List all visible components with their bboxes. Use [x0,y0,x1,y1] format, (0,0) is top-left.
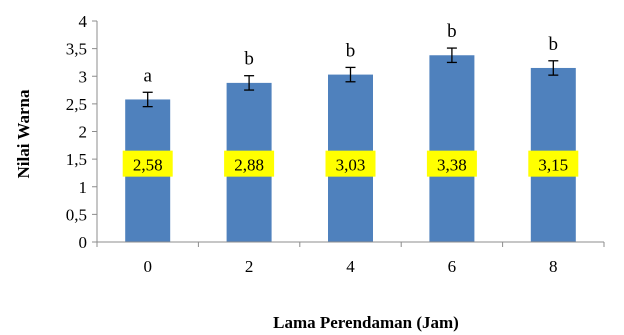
data-label-box [325,150,376,177]
x-tick-label: 4 [346,257,355,276]
significance-letter: b [346,40,356,61]
y-tick-label: 4 [79,12,88,31]
y-tick-label: 2 [79,123,88,142]
data-label-box [122,150,173,177]
data-label: 3,38 [437,156,467,175]
x-tick-label: 2 [245,257,254,276]
significance-letter: b [447,21,457,42]
data-labels: 2,58 2,88 3,03 3,38 3,15 [122,150,579,177]
data-label: 3,03 [336,156,366,175]
significance-letter: a [143,65,152,86]
y-tick-label: 2,5 [66,95,87,114]
y-tick-label: 3 [79,67,88,86]
data-label: 3,15 [538,156,568,175]
y-axis-ticks: 0 0,5 1 1,5 2 2,5 3 3,5 4 [66,12,97,252]
x-tick-label: 0 [143,257,152,276]
x-tick-label: 6 [448,257,457,276]
bar [429,55,475,242]
y-tick-label: 1 [79,178,88,197]
y-tick-label: 0 [79,233,88,252]
x-axis-title: Lama Perendaman (Jam) [273,313,459,332]
data-label-box [426,150,477,177]
significance-letter: b [549,34,559,55]
y-tick-label: 0,5 [66,205,87,224]
significance-letters: a b b b b [143,21,558,86]
y-axis-title: Nilai Warna [14,89,33,178]
data-label-box [528,150,579,177]
x-tick-label: 8 [549,257,558,276]
error-bars [142,47,559,108]
data-label: 2,58 [133,156,163,175]
y-tick-label: 1,5 [66,150,87,169]
y-tick-label: 3,5 [66,40,87,59]
data-label-box [224,150,275,177]
bars [125,55,576,243]
significance-letter: b [244,49,254,70]
x-axis-ticks: 0 2 4 6 8 [96,242,605,276]
data-label: 2,88 [234,156,264,175]
